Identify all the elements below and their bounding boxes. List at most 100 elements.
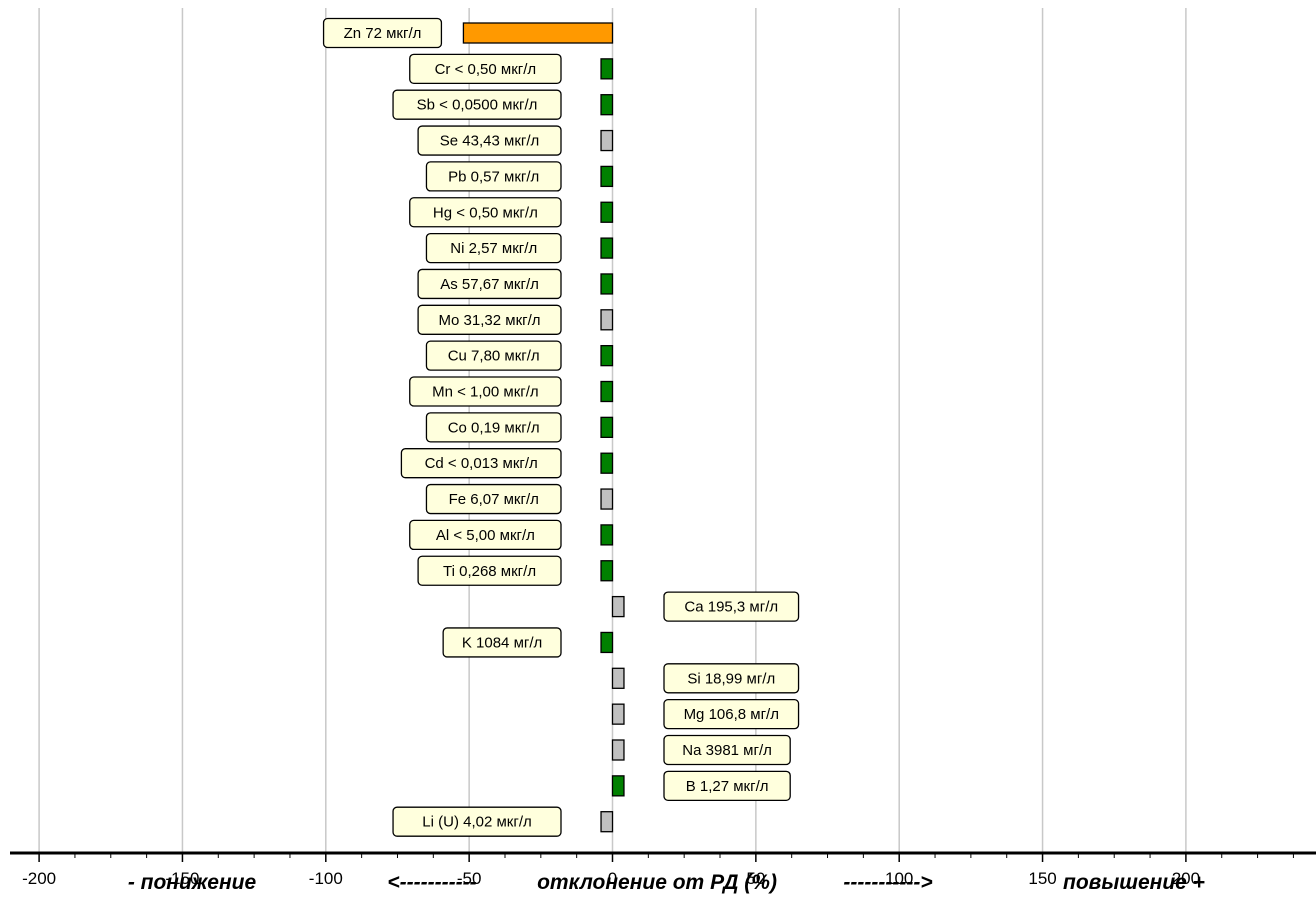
value-label-box	[417, 304, 562, 335]
x-tick-label: 200	[1172, 869, 1200, 888]
value-label-box	[425, 340, 562, 371]
bar-cd	[600, 452, 614, 474]
value-labels: Zn 72 мкг/л Cr < 0,50 мкг/л Sb < 0,0500 мк…	[322, 17, 800, 837]
bar-as	[600, 273, 614, 295]
value-label: Na 3981 мг/л	[663, 734, 791, 766]
value-label: Mg 106,8 мг/л	[663, 699, 800, 730]
value-label-text: B 1,27 мкг/л	[686, 778, 769, 795]
bar-fe	[600, 488, 614, 510]
value-label: Cd < 0,013 мкг/л	[400, 448, 562, 479]
value-label-text: Na 3981 мг/л	[682, 742, 772, 759]
value-label-text: Ni 2,57 мкг/л	[450, 240, 537, 257]
value-label: Mn < 1,00 мкг/л	[409, 376, 562, 407]
bar-co	[600, 416, 614, 439]
value-label-box	[417, 268, 562, 300]
x-tick-label: 50	[746, 869, 765, 888]
value-label-box	[417, 125, 562, 156]
value-label-text: Si 18,99 мг/л	[687, 670, 775, 687]
x-tick-label: 150	[1028, 869, 1056, 888]
bar-cu	[600, 344, 614, 367]
value-label-text: Ti 0,268 мкг/л	[443, 563, 536, 580]
value-label: Ni 2,57 мкг/л	[425, 232, 562, 264]
value-label-text: K 1084 мг/л	[462, 634, 542, 651]
bar-na	[611, 739, 625, 761]
value-label: B 1,27 мкг/л	[663, 770, 791, 801]
value-label-box	[663, 734, 791, 766]
value-label: Cu 7,80 мкг/л	[425, 340, 562, 371]
value-label: Ca 195,3 мг/л	[663, 591, 800, 622]
x-tick-label: -200	[22, 869, 56, 888]
value-label-box	[442, 627, 562, 658]
value-label-text: Li (U) 4,02 мкг/л	[422, 814, 531, 831]
value-label-text: Co 0,19 мкг/л	[448, 419, 540, 436]
value-label-text: Cu 7,80 мкг/л	[448, 348, 540, 365]
value-label-text: Pb 0,57 мкг/л	[448, 168, 539, 185]
value-label: Ti 0,268 мкг/л	[417, 555, 562, 586]
value-label-box	[417, 555, 562, 586]
value-label-box	[409, 53, 562, 84]
value-label: Sb < 0,0500 мкг/л	[392, 89, 562, 120]
value-label-box	[392, 806, 562, 837]
caption-arrow-right: ----------->	[843, 871, 932, 894]
value-label-box	[663, 663, 800, 694]
x-tick-label: -150	[165, 869, 199, 888]
value-label-text: Sb < 0,0500 мкг/л	[417, 97, 538, 114]
value-label-box	[663, 699, 800, 730]
bar-ti	[600, 560, 614, 582]
value-label-box	[409, 376, 562, 407]
value-label-text: Mn < 1,00 мкг/л	[432, 384, 539, 401]
value-label-text: Al < 5,00 мкг/л	[436, 527, 535, 544]
bar-mn	[600, 380, 614, 403]
bar-ca	[611, 595, 625, 618]
value-label: Fe 6,07 мкг/л	[425, 483, 562, 515]
bar-pb	[600, 165, 614, 188]
bar-mo	[600, 309, 614, 331]
value-label-box	[409, 197, 562, 228]
value-label-box	[322, 17, 443, 49]
value-label: Cr < 0,50 мкг/л	[409, 53, 562, 84]
value-label-text: Hg < 0,50 мкг/л	[433, 204, 538, 221]
value-label: Se 43,43 мкг/л	[417, 125, 562, 156]
value-label: Zn 72 мкг/л	[322, 17, 443, 49]
x-tick-label: -50	[457, 869, 482, 888]
value-label-box	[425, 412, 562, 443]
value-label-text: Cr < 0,50 мкг/л	[435, 61, 537, 78]
value-label-text: Zn 72 мкг/л	[344, 25, 422, 42]
value-label-text: Cd < 0,013 мкг/л	[425, 455, 538, 472]
caption-decrease: - понижение	[128, 871, 257, 894]
bar-b	[611, 775, 625, 797]
caption-increase: повышение +	[1063, 871, 1205, 894]
value-label-box	[400, 448, 562, 479]
value-label-text: Mg 106,8 мг/л	[684, 706, 779, 723]
value-label-box	[663, 591, 800, 622]
value-label-text: Ca 195,3 мг/л	[684, 599, 778, 616]
value-label: Co 0,19 мкг/л	[425, 412, 562, 443]
value-label: K 1084 мг/л	[442, 627, 562, 658]
value-label: As 57,67 мкг/л	[417, 268, 562, 300]
caption-arrow-left: <-----------	[387, 871, 476, 894]
value-label-text: Se 43,43 мкг/л	[440, 133, 540, 150]
bar-mg	[611, 703, 625, 725]
value-label-text: As 57,67 мкг/л	[440, 276, 539, 293]
value-label-text: Mo 31,32 мкг/л	[439, 312, 541, 329]
bar-se	[600, 129, 614, 152]
x-tick-label: 0	[608, 869, 617, 888]
bar-hg	[600, 201, 614, 223]
x-tick-label: 100	[885, 869, 913, 888]
value-label: Al < 5,00 мкг/л	[409, 519, 562, 551]
value-label: Mo 31,32 мкг/л	[417, 304, 562, 335]
value-label: Li (U) 4,02 мкг/л	[392, 806, 562, 837]
x-axis: -200 -150 -100 -50 0 50 100 150 200	[10, 851, 1316, 888]
value-label-text: Fe 6,07 мкг/л	[449, 491, 539, 508]
value-label-box	[409, 519, 562, 551]
value-label-box	[425, 161, 562, 192]
value-label: Hg < 0,50 мкг/л	[409, 197, 562, 228]
bars	[462, 22, 625, 833]
bar-al	[600, 524, 614, 546]
bar-k	[600, 631, 614, 654]
x-tick-label: -100	[309, 869, 343, 888]
bar-cr	[600, 58, 614, 80]
bar-sb	[600, 94, 614, 116]
bar-zn	[462, 22, 614, 44]
